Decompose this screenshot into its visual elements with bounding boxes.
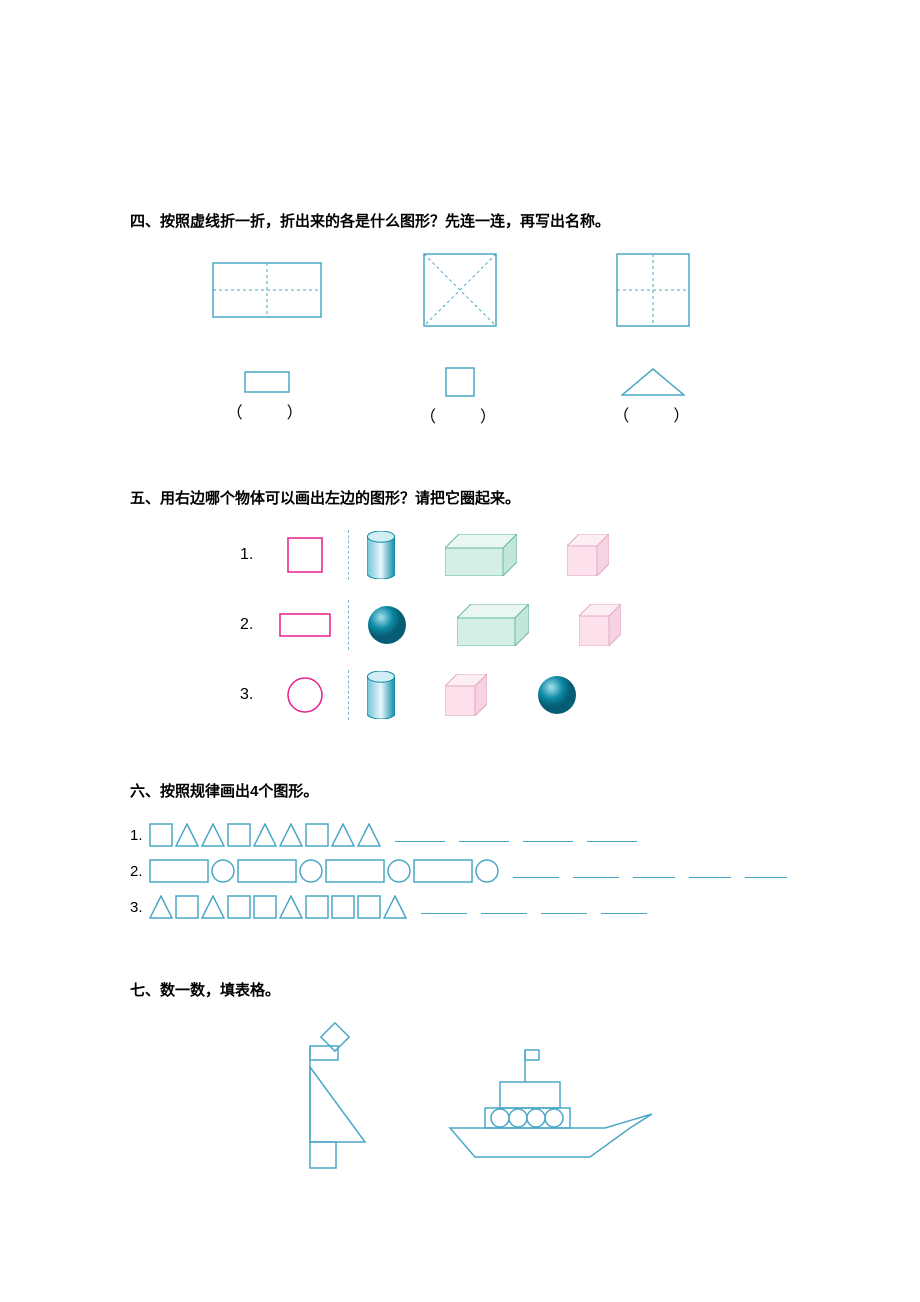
pattern-shape-rect — [149, 859, 209, 883]
pattern-shape-sq — [227, 895, 251, 919]
q6-row2-blank-3[interactable] — [633, 864, 675, 878]
q7-figure-2 — [430, 1042, 660, 1182]
section-4-title: 四、按照虚线折一折，折出来的各是什么图形？先连一连，再写出名称。 — [130, 210, 790, 231]
divider-icon — [348, 670, 349, 720]
q6-row-2: 2. — [130, 859, 790, 883]
pattern-shape-tri — [357, 823, 381, 847]
q4-bottom-2: （ ） — [380, 367, 540, 427]
q4-bottom-row: （ ） （ ） （ ） — [130, 367, 790, 427]
q6-row3-blank-1[interactable] — [421, 900, 467, 914]
q6-row1-blank-2[interactable] — [459, 828, 509, 842]
pattern-shape-tri — [201, 895, 225, 919]
pattern-shape-sq — [305, 823, 329, 847]
q6-row-3: 3. — [130, 895, 790, 919]
answer-blank-2[interactable]: （ ） — [420, 403, 500, 427]
q5-target-1 — [270, 537, 340, 573]
pattern-shape-sq — [253, 895, 277, 919]
q4-top-2 — [380, 253, 540, 327]
section-7: 七、数一数，填表格。 — [130, 979, 790, 1182]
q6-row1-blank-3[interactable] — [523, 828, 573, 842]
q5-row-3: 3. — [130, 670, 790, 720]
section-5: 五、用右边哪个物体可以画出左边的图形？请把它圈起来。 1. 2. — [130, 487, 790, 720]
q4-bottom-3: （ ） — [573, 368, 733, 426]
q5-row2-option-sphere[interactable] — [367, 605, 407, 645]
q5-row1-option-cuboid[interactable] — [445, 534, 517, 576]
q5-row3-option-sphere[interactable] — [537, 675, 577, 715]
q6-row2-blank-2[interactable] — [573, 864, 619, 878]
pattern-shape-tri — [279, 823, 303, 847]
q6-row3-blank-3[interactable] — [541, 900, 587, 914]
q5-row3-option-cube[interactable] — [445, 674, 487, 716]
q7-figures — [130, 1022, 790, 1182]
pattern-shape-sq — [357, 895, 381, 919]
answer-blank-1[interactable]: （ ） — [227, 399, 307, 423]
pattern-shape-rect — [413, 859, 473, 883]
pattern-shape-circ — [299, 859, 323, 883]
pattern-shape-tri — [253, 823, 277, 847]
q6-row3-blank-2[interactable] — [481, 900, 527, 914]
section-4: 四、按照虚线折一折，折出来的各是什么图形？先连一连，再写出名称。 — [130, 210, 790, 427]
q5-target-2 — [270, 613, 340, 637]
q5-num-2: 2. — [240, 616, 270, 634]
section-6-title: 六、按照规律画出4个图形。 — [130, 780, 790, 801]
pattern-shape-tri — [201, 823, 225, 847]
q6-row1-blank-4[interactable] — [587, 828, 637, 842]
pattern-shape-tri — [175, 823, 199, 847]
pattern-shape-circ — [211, 859, 235, 883]
q6-row2-blank-4[interactable] — [689, 864, 731, 878]
pattern-shape-tri — [331, 823, 355, 847]
q4-top-row — [130, 253, 790, 327]
pattern-shape-circ — [475, 859, 499, 883]
pattern-shape-sq — [149, 823, 173, 847]
q6-num-1: 1. — [130, 827, 143, 844]
q5-num-1: 1. — [240, 546, 270, 564]
q5-target-3 — [270, 677, 340, 713]
q5-row1-option-cylinder[interactable] — [367, 531, 395, 579]
q7-figure-1 — [280, 1022, 390, 1182]
pattern-shape-tri — [383, 895, 407, 919]
pattern-shape-tri — [279, 895, 303, 919]
pattern-shape-rect — [237, 859, 297, 883]
q5-row-2: 2. — [130, 600, 790, 650]
q5-num-3: 3. — [240, 686, 270, 704]
q5-row1-option-cube[interactable] — [567, 534, 609, 576]
divider-icon — [348, 600, 349, 650]
q6-row-1: 1. — [130, 823, 790, 847]
q6-row3-blank-4[interactable] — [601, 900, 647, 914]
q6-num-2: 2. — [130, 863, 143, 880]
section-5-title: 五、用右边哪个物体可以画出左边的图形？请把它圈起来。 — [130, 487, 790, 508]
q5-row-1: 1. — [130, 530, 790, 580]
pattern-shape-sq — [305, 895, 329, 919]
pattern-shape-rect — [325, 859, 385, 883]
pattern-shape-sq — [331, 895, 355, 919]
q4-top-3 — [573, 253, 733, 327]
pattern-shape-tri — [149, 895, 173, 919]
section-7-title: 七、数一数，填表格。 — [130, 979, 790, 1000]
q5-row3-option-cylinder[interactable] — [367, 671, 395, 719]
pattern-shape-circ — [387, 859, 411, 883]
q4-bottom-1: （ ） — [187, 371, 347, 423]
q4-top-1 — [187, 262, 347, 318]
q6-row2-blank-5[interactable] — [745, 864, 787, 878]
q6-num-3: 3. — [130, 899, 143, 916]
section-6: 六、按照规律画出4个图形。 1. 2. 3. — [130, 780, 790, 919]
divider-icon — [348, 530, 349, 580]
q5-row2-option-cuboid[interactable] — [457, 604, 529, 646]
pattern-shape-sq — [175, 895, 199, 919]
q5-row2-option-cube[interactable] — [579, 604, 621, 646]
pattern-shape-sq — [227, 823, 251, 847]
q6-row2-blank-1[interactable] — [513, 864, 559, 878]
answer-blank-3[interactable]: （ ） — [613, 402, 693, 426]
q6-row1-blank-1[interactable] — [395, 828, 445, 842]
